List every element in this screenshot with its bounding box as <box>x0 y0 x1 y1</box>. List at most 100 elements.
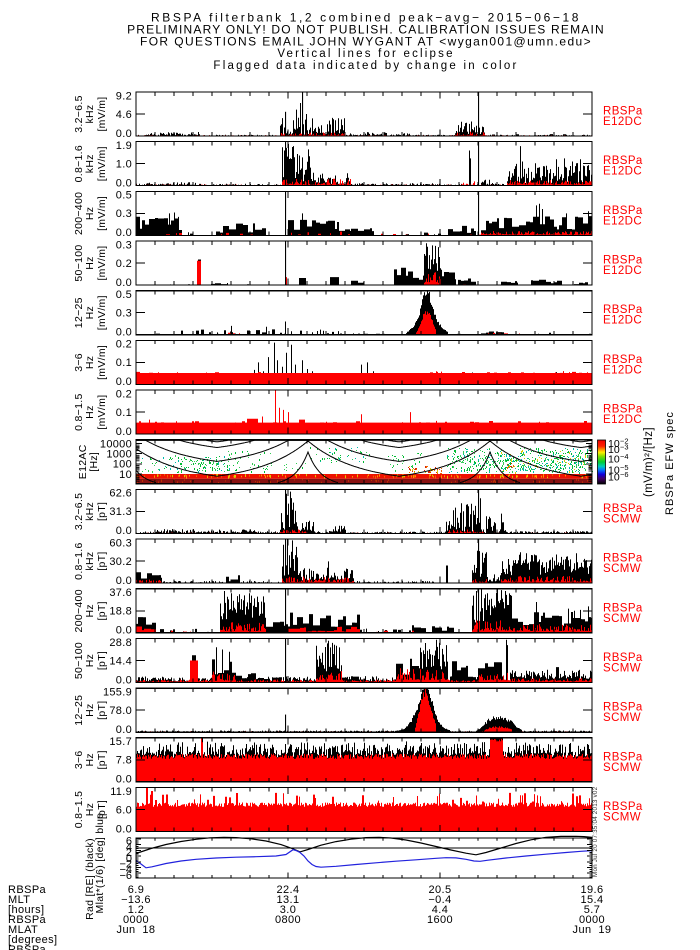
svg-text:30.2: 30.2 <box>109 556 132 568</box>
svg-text:0.1: 0.1 <box>116 407 132 419</box>
svg-text:E12DC: E12DC <box>603 364 642 376</box>
svg-text:RBSPa: RBSPa <box>603 751 643 763</box>
svg-text:0: 0 <box>126 853 132 865</box>
svg-text:100: 100 <box>113 459 132 471</box>
svg-text:0.8−1.6: 0.8−1.6 <box>73 145 85 182</box>
svg-text:200−400: 200−400 <box>73 589 85 632</box>
svg-text:10: 10 <box>119 469 132 481</box>
svg-text:18.8: 18.8 <box>109 606 132 618</box>
svg-text:Jun 19: Jun 19 <box>573 924 612 936</box>
svg-text:kHz: kHz <box>84 502 96 521</box>
svg-text:(mV/m)²/[Hz]: (mV/m)²/[Hz] <box>643 427 655 497</box>
svg-text:0.0: 0.0 <box>116 128 132 140</box>
svg-text:20.5: 20.5 <box>428 884 451 896</box>
svg-text:Hz: Hz <box>84 405 96 418</box>
svg-text:0.5: 0.5 <box>116 190 132 202</box>
svg-text:5.7: 5.7 <box>584 904 601 916</box>
svg-text:[hours]: [hours] <box>8 904 44 916</box>
svg-text:3−6: 3−6 <box>73 353 85 372</box>
svg-text:0.0: 0.0 <box>116 774 132 786</box>
svg-text:[mV/m]: [mV/m] <box>96 196 108 231</box>
svg-text:0.0: 0.0 <box>116 674 132 686</box>
svg-text:37.6: 37.6 <box>109 587 132 599</box>
svg-text:RBSPA filterbank 1,2 combined: RBSPA filterbank 1,2 combined peak−avg− … <box>151 11 581 25</box>
svg-text:E12DC: E12DC <box>603 315 642 327</box>
svg-text:RBSPa: RBSPa <box>603 503 643 515</box>
svg-text:0.8−1.5: 0.8−1.5 <box>73 791 85 828</box>
svg-text:0.3: 0.3 <box>116 308 132 320</box>
svg-text:0.2: 0.2 <box>116 339 132 351</box>
svg-text:10: 10 <box>608 472 620 484</box>
svg-text:RBSPa: RBSPa <box>8 944 47 950</box>
svg-text:9.2: 9.2 <box>116 90 132 102</box>
svg-text:78.0: 78.0 <box>109 705 132 717</box>
svg-text:SCMW: SCMW <box>603 563 641 575</box>
svg-text:[pT]: [pT] <box>96 651 108 670</box>
svg-text:[pT]: [pT] <box>96 601 108 620</box>
svg-text:E12DC: E12DC <box>603 116 642 128</box>
svg-text:3−6: 3−6 <box>73 750 85 769</box>
svg-text:7.8: 7.8 <box>116 755 132 767</box>
svg-text:RBSPa: RBSPa <box>8 914 47 926</box>
svg-text:SCMW: SCMW <box>603 513 641 525</box>
svg-text:MLAT: MLAT <box>8 924 38 936</box>
svg-text:0.0: 0.0 <box>116 376 132 388</box>
svg-text:10: 10 <box>608 438 620 450</box>
svg-text:13.1: 13.1 <box>276 894 299 906</box>
svg-text:1000: 1000 <box>106 449 132 461</box>
svg-text:[degrees]: [degrees] <box>8 934 57 946</box>
svg-text:155.9: 155.9 <box>103 687 132 699</box>
svg-text:RBSPa: RBSPa <box>603 652 643 664</box>
svg-text:0.2: 0.2 <box>116 388 132 400</box>
svg-text:SCMW: SCMW <box>603 712 641 724</box>
svg-text:1.0: 1.0 <box>116 159 132 171</box>
svg-text:RBSPa: RBSPa <box>8 884 47 896</box>
svg-text:−6: −6 <box>620 470 629 479</box>
svg-text:E12DC: E12DC <box>603 215 642 227</box>
svg-text:12−25: 12−25 <box>73 297 85 328</box>
svg-text:−5: −5 <box>620 463 629 472</box>
svg-text:22.4: 22.4 <box>276 884 299 896</box>
svg-text:Hz: Hz <box>84 803 96 816</box>
svg-text:0.0: 0.0 <box>116 625 132 637</box>
svg-text:1600: 1600 <box>427 914 453 926</box>
svg-text:Mlat*(1/6) [deg] blue: Mlat*(1/6) [deg] blue <box>94 813 106 914</box>
svg-text:RBSPa: RBSPa <box>603 255 643 267</box>
svg-text:15.4: 15.4 <box>580 894 603 906</box>
svg-text:[mV/m]: [mV/m] <box>96 395 108 430</box>
svg-text:15.7: 15.7 <box>109 736 132 748</box>
svg-text:SCMW: SCMW <box>603 762 641 774</box>
svg-text:[mV/m]: [mV/m] <box>96 295 108 330</box>
svg-text:0800: 0800 <box>275 914 301 926</box>
svg-text:Hz: Hz <box>84 207 96 220</box>
svg-text:0.0: 0.0 <box>116 823 132 835</box>
svg-text:0.0: 0.0 <box>116 525 132 537</box>
svg-text:0000: 0000 <box>123 914 149 926</box>
svg-text:[pT]: [pT] <box>96 750 108 769</box>
svg-text:62.6: 62.6 <box>109 488 132 500</box>
svg-text:−4: −4 <box>620 452 629 461</box>
svg-text:50−100: 50−100 <box>73 642 85 679</box>
svg-text:[mV/m]: [mV/m] <box>96 345 108 380</box>
svg-text:[mV/m]: [mV/m] <box>96 96 108 131</box>
svg-text:RBSPa: RBSPa <box>603 801 643 813</box>
svg-text:2: 2 <box>126 847 132 859</box>
svg-text:0.8−1.6: 0.8−1.6 <box>73 542 85 579</box>
svg-text:0.5: 0.5 <box>116 289 132 301</box>
svg-text:200−400: 200−400 <box>73 192 85 235</box>
svg-text:0.0: 0.0 <box>116 426 132 438</box>
svg-text:Jun 18: Jun 18 <box>117 924 156 936</box>
svg-text:Hz: Hz <box>84 306 96 319</box>
svg-text:0.3: 0.3 <box>116 208 132 220</box>
svg-text:kHz: kHz <box>84 154 96 173</box>
svg-text:6: 6 <box>126 836 132 848</box>
svg-text:0.0: 0.0 <box>116 724 132 736</box>
svg-text:10: 10 <box>608 465 620 477</box>
svg-text:Rad [RE] (black): Rad [RE] (black) <box>84 838 96 920</box>
svg-text:Hz: Hz <box>84 604 96 617</box>
svg-text:[pT]: [pT] <box>96 800 108 819</box>
svg-text:10: 10 <box>608 444 620 456</box>
svg-text:RBSPa: RBSPa <box>603 304 643 316</box>
svg-text:E12DC: E12DC <box>603 414 642 426</box>
svg-text:0.0: 0.0 <box>116 178 132 190</box>
